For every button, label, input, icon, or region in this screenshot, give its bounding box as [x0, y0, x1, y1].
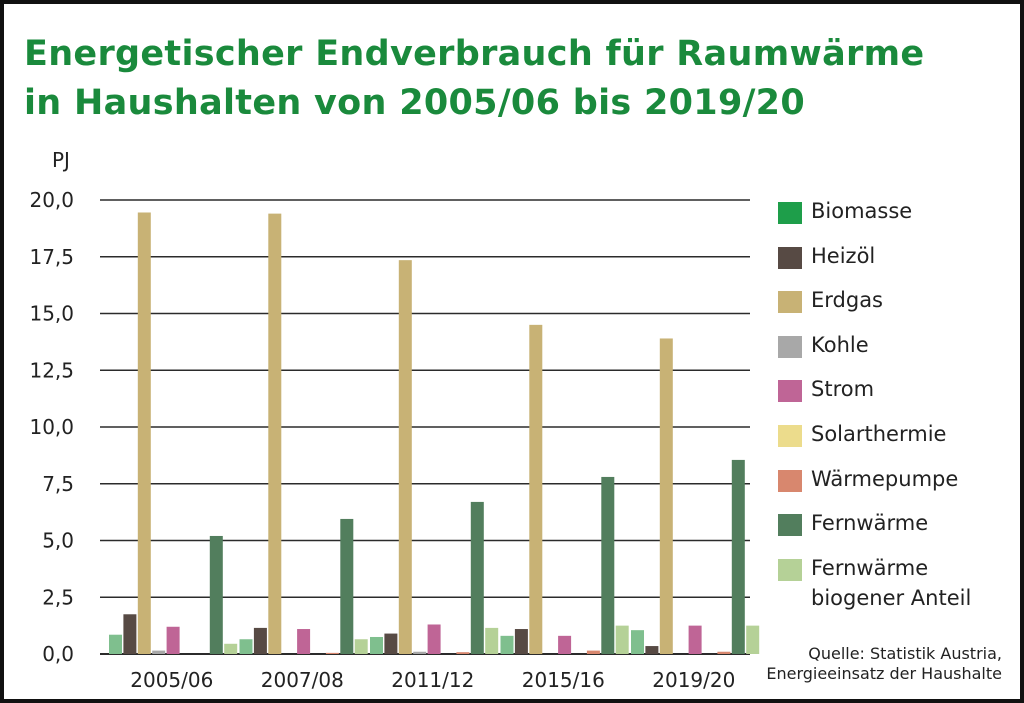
bar [615, 625, 629, 654]
bar [427, 624, 441, 654]
legend-item: Kohle [778, 330, 1008, 375]
legend-swatch [778, 558, 802, 581]
legend-item: Wärmepumpe [778, 464, 1008, 509]
legend-item: Solarthermie [778, 419, 1008, 464]
x-tick-label: 2011/12 [391, 668, 474, 692]
y-tick-label: 20,0 [29, 188, 74, 212]
x-tick-label: 2019/20 [652, 668, 735, 692]
bar [209, 535, 223, 654]
bar [123, 614, 137, 654]
legend-label: Biomasse [811, 199, 913, 223]
bar [500, 635, 514, 654]
legend-swatch [778, 469, 802, 492]
y-axis-label: PJ [52, 148, 70, 172]
source-note: Quelle: Statistik Austria, Energieeinsat… [722, 644, 1002, 684]
bar [152, 650, 166, 654]
bar [470, 501, 484, 654]
bar [325, 652, 339, 654]
x-tick-labels: 2005/06 2007/08 2011/12 2015/16 2019/20 [130, 668, 735, 692]
bar-group [109, 212, 238, 655]
legend-item: Heizöl [778, 241, 1008, 286]
legend-swatch [778, 335, 802, 358]
chart-title: Energetischer Endverbrauch für Raumwärme… [24, 30, 1004, 128]
bar [601, 476, 615, 654]
bar [731, 459, 745, 654]
gridlines [100, 199, 750, 655]
x-tick-label: 2007/08 [261, 668, 344, 692]
y-tick-label: 2,5 [42, 585, 74, 609]
legend-swatch [778, 291, 802, 314]
bar-group [239, 213, 368, 654]
legend-label: Wärmepumpe [811, 466, 959, 491]
chart-title-line-2: in Haushalten von 2005/06 bis 2019/20 [24, 83, 805, 123]
bar [586, 650, 600, 654]
x-tick-label: 2005/06 [130, 668, 213, 692]
bar [413, 651, 427, 654]
bar-group [631, 338, 760, 654]
y-tick-label: 7,5 [42, 472, 74, 496]
legend-label: Kohle [811, 332, 869, 357]
bar [354, 639, 368, 654]
y-tick-label: 12,5 [29, 358, 74, 382]
y-tick-label: 15,0 [29, 302, 74, 326]
legend-label: Solarthermie [811, 421, 947, 446]
legend-item: Biomasse [778, 196, 1008, 241]
bar [659, 338, 673, 654]
bar [529, 324, 543, 654]
bar [514, 629, 528, 654]
bar [166, 626, 180, 654]
legend-swatch [778, 202, 802, 224]
bar [558, 635, 572, 654]
y-tick-label: 17,5 [29, 245, 74, 269]
bar-group [370, 260, 499, 654]
y-tick-label: 10,0 [29, 415, 74, 439]
legend-swatch [778, 380, 802, 403]
y-tick-label: 0,0 [42, 642, 74, 666]
legend-label: Strom [811, 377, 875, 402]
bar [746, 625, 760, 654]
bar [717, 651, 731, 654]
bar [253, 627, 267, 654]
legend-swatch [778, 246, 802, 269]
legend-label: Fernwärme [811, 511, 929, 536]
bar [456, 652, 470, 654]
legend-label: Erdgas [811, 288, 884, 313]
bar [631, 630, 644, 654]
legend-item: Erdgas [778, 285, 1008, 330]
bar [137, 212, 151, 655]
bar-group [500, 324, 629, 654]
bars [109, 212, 760, 655]
legend-swatch [778, 424, 802, 447]
bar [688, 625, 702, 654]
bar [297, 629, 311, 654]
source-line-2: Energieeinsatz der Haushalte [766, 664, 1002, 683]
legend-item: Fernwärme biogener Anteil [778, 553, 1008, 610]
legend-item: Strom [778, 374, 1008, 419]
bar [239, 639, 253, 654]
bar [268, 213, 282, 654]
legend-item: Fernwärme [778, 508, 1008, 553]
y-tick-label: 5,0 [42, 529, 74, 553]
x-tick-label: 2015/16 [522, 668, 605, 692]
bar [384, 633, 398, 654]
source-line-1: Quelle: Statistik Austria, [808, 644, 1002, 663]
legend-label: Fernwärme biogener Anteil [811, 555, 972, 610]
bar [645, 646, 659, 654]
legend-swatch [778, 514, 802, 537]
chart-title-line-1: Energetischer Endverbrauch für Raumwärme [24, 34, 925, 74]
bar [485, 627, 499, 654]
bar [370, 636, 383, 654]
bar [224, 643, 238, 654]
bar [109, 634, 122, 654]
legend: Biomasse Heizöl Erdgas Kohle Strom Solartherm… [778, 196, 1008, 610]
legend-label: Heizöl [811, 243, 876, 268]
bar [340, 518, 354, 654]
y-tick-labels: 0,0 2,5 5,0 7,5 10,0 12,5 15,0 17,5 20,0 [29, 188, 74, 666]
bar [398, 260, 412, 654]
